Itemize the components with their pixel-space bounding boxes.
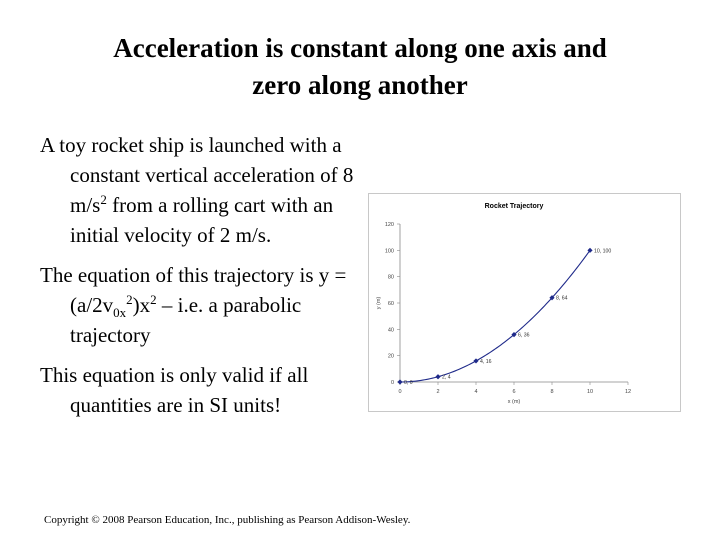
y-tick-label: 120 [385, 222, 394, 228]
equation-text-a: The equation of this trajectory is y = (… [40, 263, 347, 317]
paragraph-rocket-launch-text-end: from a rolling cart with an initial velo… [70, 193, 334, 247]
equation-text-c: – i.e. a parabolic trajectory [70, 293, 302, 347]
x-tick-label: 8 [550, 389, 553, 395]
body-text: A toy rocket ship is launched with a con… [40, 130, 360, 430]
copyright-notice: Copyright © 2008 Pearson Education, Inc.… [44, 514, 411, 526]
x-tick-label: 10 [587, 389, 593, 395]
paragraph-rocket-launch-text: A toy rocket ship is launched with a con… [40, 133, 354, 217]
x-tick-label: 6 [512, 389, 515, 395]
y-tick-label: 0 [391, 380, 394, 386]
x-tick-label: 12 [625, 389, 631, 395]
x-tick-label: 4 [474, 389, 477, 395]
data-label: 8, 64 [556, 296, 568, 302]
y-tick-label: 40 [388, 327, 394, 333]
data-point [549, 295, 555, 301]
slide-title-line-2: zero along another [252, 70, 468, 100]
superscript: 2 [150, 292, 157, 307]
paragraph-trajectory-equation: The equation of this trajectory is y = (… [40, 260, 360, 350]
rocket-trajectory-chart: Rocket Trajectory 0 20 40 60 80 100 120 0 2 4 6 8 10 1… [368, 193, 681, 412]
data-label: 6, 36 [518, 333, 530, 339]
y-tick-label: 100 [385, 248, 394, 254]
data-point [473, 358, 479, 364]
y-axis-label: y (m) [376, 297, 382, 310]
superscript: 2 [126, 292, 133, 307]
data-point [435, 374, 441, 380]
data-label: 4, 16 [480, 359, 492, 365]
x-tick-label: 2 [436, 389, 439, 395]
chart-title: Rocket Trajectory [485, 203, 544, 210]
x-tick-label: 0 [398, 389, 401, 395]
data-label: 0, 0 [404, 380, 413, 386]
chart-svg: Rocket Trajectory 0 20 40 60 80 100 120 0 2 4 6 8 10 1… [376, 203, 631, 405]
slide-title-line-1: Acceleration is constant along one axis … [113, 33, 607, 63]
paragraph-rocket-launch: A toy rocket ship is launched with a con… [40, 130, 360, 250]
subscript: 0x [113, 305, 127, 321]
data-label: 10, 100 [594, 248, 611, 254]
y-tick-label: 80 [388, 275, 394, 281]
y-tick-label: 20 [388, 354, 394, 360]
x-axis-label: x (m) [508, 399, 521, 405]
slide-title: Acceleration is constant along one axis … [20, 30, 700, 104]
data-point [397, 379, 403, 385]
series-line [399, 250, 591, 383]
paragraph-si-units: This equation is only valid if all quant… [40, 363, 309, 417]
data-label: 2, 4 [442, 375, 451, 381]
equation-text-b: )x [132, 293, 151, 317]
y-tick-label: 60 [388, 301, 394, 307]
superscript: 2 [100, 192, 107, 207]
data-point [587, 247, 593, 253]
